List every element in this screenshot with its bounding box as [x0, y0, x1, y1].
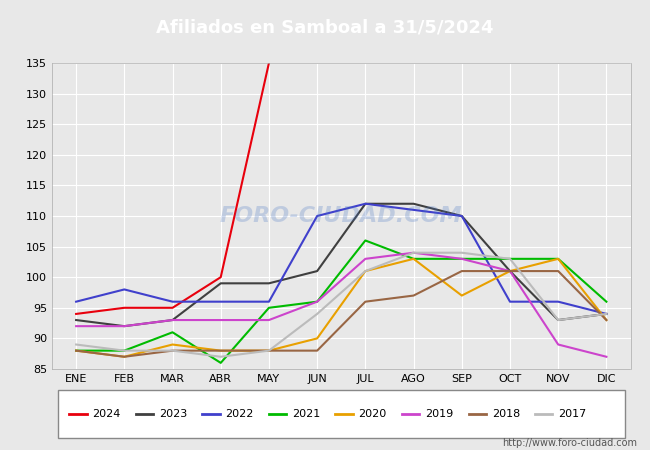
Text: 2022: 2022 [226, 409, 254, 419]
FancyBboxPatch shape [58, 390, 625, 438]
Text: http://www.foro-ciudad.com: http://www.foro-ciudad.com [502, 438, 637, 448]
Text: 2020: 2020 [359, 409, 387, 419]
Text: 2017: 2017 [558, 409, 586, 419]
Text: FORO-CIUDAD.COM: FORO-CIUDAD.COM [220, 206, 463, 226]
Text: 2024: 2024 [92, 409, 121, 419]
Text: 2019: 2019 [425, 409, 454, 419]
Text: Afiliados en Samboal a 31/5/2024: Afiliados en Samboal a 31/5/2024 [156, 18, 494, 36]
Text: 2021: 2021 [292, 409, 320, 419]
Text: 2018: 2018 [491, 409, 520, 419]
Text: 2023: 2023 [159, 409, 187, 419]
